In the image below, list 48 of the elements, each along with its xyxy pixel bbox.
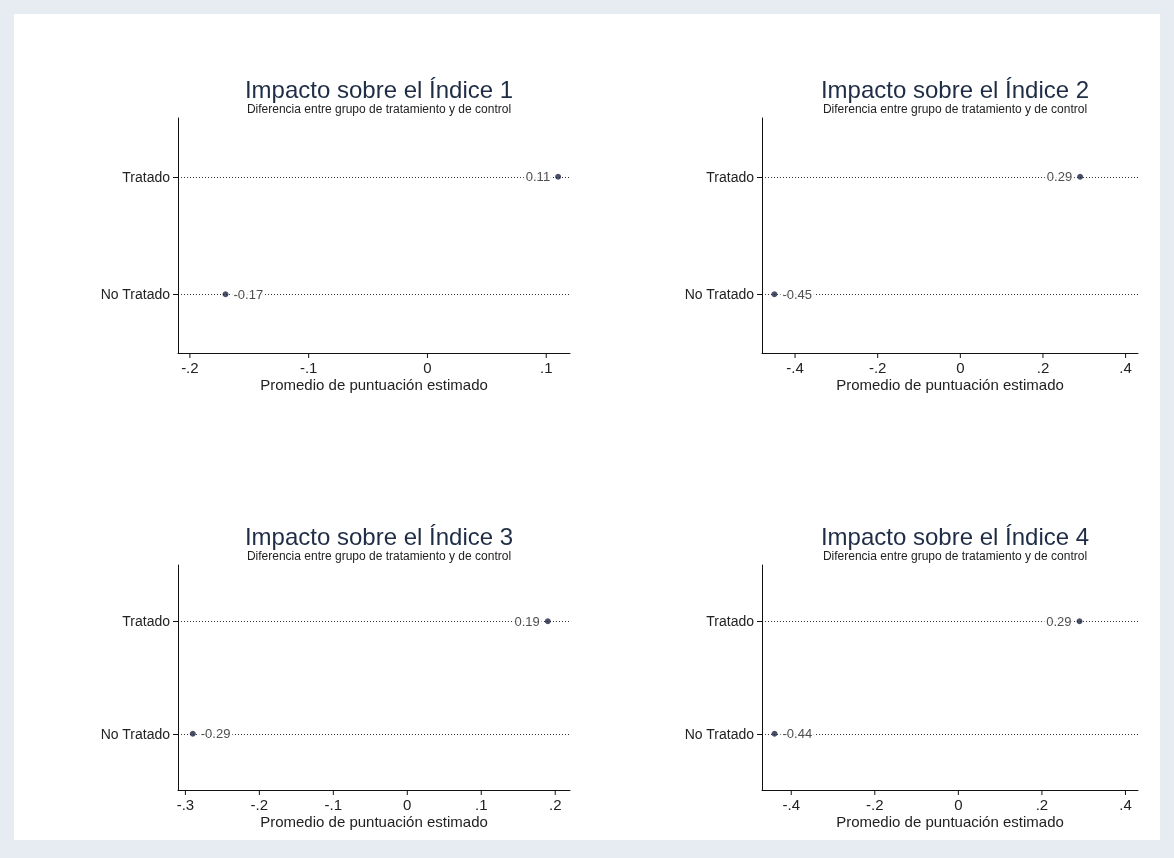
chart-title: Impacto sobre el Índice 1 (244, 75, 514, 103)
x-tick-label: 0 (956, 359, 965, 376)
x-tick-label: .4 (1119, 796, 1132, 813)
x-tick-label: -.2 (181, 359, 199, 376)
chart-subtitle: Diferencia entre grupo de tratamiento y de control (822, 549, 1088, 563)
x-tick-label: -.2 (250, 796, 269, 813)
data-label: 0.11 (525, 169, 551, 185)
y-tick-label: Tratado (706, 613, 755, 630)
chart-subtitle: Diferencia entre grupo de tratamiento y de control (246, 549, 512, 563)
x-axis-title: Promedio de puntuación estimado (836, 376, 1064, 393)
y-tick-label: Tratado (122, 168, 171, 185)
x-tick-label: 0 (403, 796, 412, 813)
x-tick-label: -.1 (324, 796, 343, 813)
data-label: 0.29 (1046, 169, 1073, 185)
y-tick-label: No Tratado (684, 286, 755, 303)
x-tick-label: 0 (954, 796, 963, 813)
x-tick-label: -.4 (786, 359, 804, 376)
x-tick-label: 0 (423, 359, 432, 376)
x-tick-label: .2 (1036, 359, 1050, 376)
data-label: -0.44 (782, 726, 813, 742)
x-tick-label: -.4 (782, 796, 800, 813)
x-tick-label: .1 (474, 796, 488, 813)
data-label: 0.29 (1046, 613, 1072, 629)
data-label: 0.19 (514, 613, 540, 629)
x-axis-title: Promedio de puntuación estimado (836, 813, 1064, 830)
x-tick-label: -.1 (299, 359, 318, 376)
x-tick-label: -.3 (176, 796, 195, 813)
data-label: -0.17 (233, 286, 264, 302)
chart-subtitle: Diferencia entre grupo de tratamiento y de control (246, 102, 512, 116)
chart-title: Impacto sobre el Índice 4 (820, 522, 1090, 550)
x-tick-label: -.2 (866, 796, 884, 813)
y-tick-label: Tratado (122, 613, 171, 630)
data-label: -0.29 (200, 726, 231, 742)
y-tick-label: No Tratado (100, 286, 171, 303)
y-tick-label: No Tratado (100, 725, 171, 742)
x-tick-label: .2 (1035, 796, 1049, 813)
x-axis-title: Promedio de puntuación estimado (260, 376, 488, 393)
chart-subtitle: Diferencia entre grupo de tratamiento y de control (822, 102, 1088, 116)
data-label: -0.45 (782, 286, 813, 302)
x-tick-label: .4 (1119, 359, 1132, 376)
y-tick-label: No Tratado (684, 725, 755, 742)
x-axis-title: Promedio de puntuación estimado (260, 813, 488, 830)
y-tick-label: Tratado (706, 168, 755, 185)
x-tick-label: .1 (539, 359, 553, 376)
x-tick-label: -.2 (868, 359, 887, 376)
chart-title: Impacto sobre el Índice 2 (820, 75, 1090, 103)
x-tick-label: .2 (548, 796, 562, 813)
chart-title: Impacto sobre el Índice 3 (244, 522, 514, 550)
